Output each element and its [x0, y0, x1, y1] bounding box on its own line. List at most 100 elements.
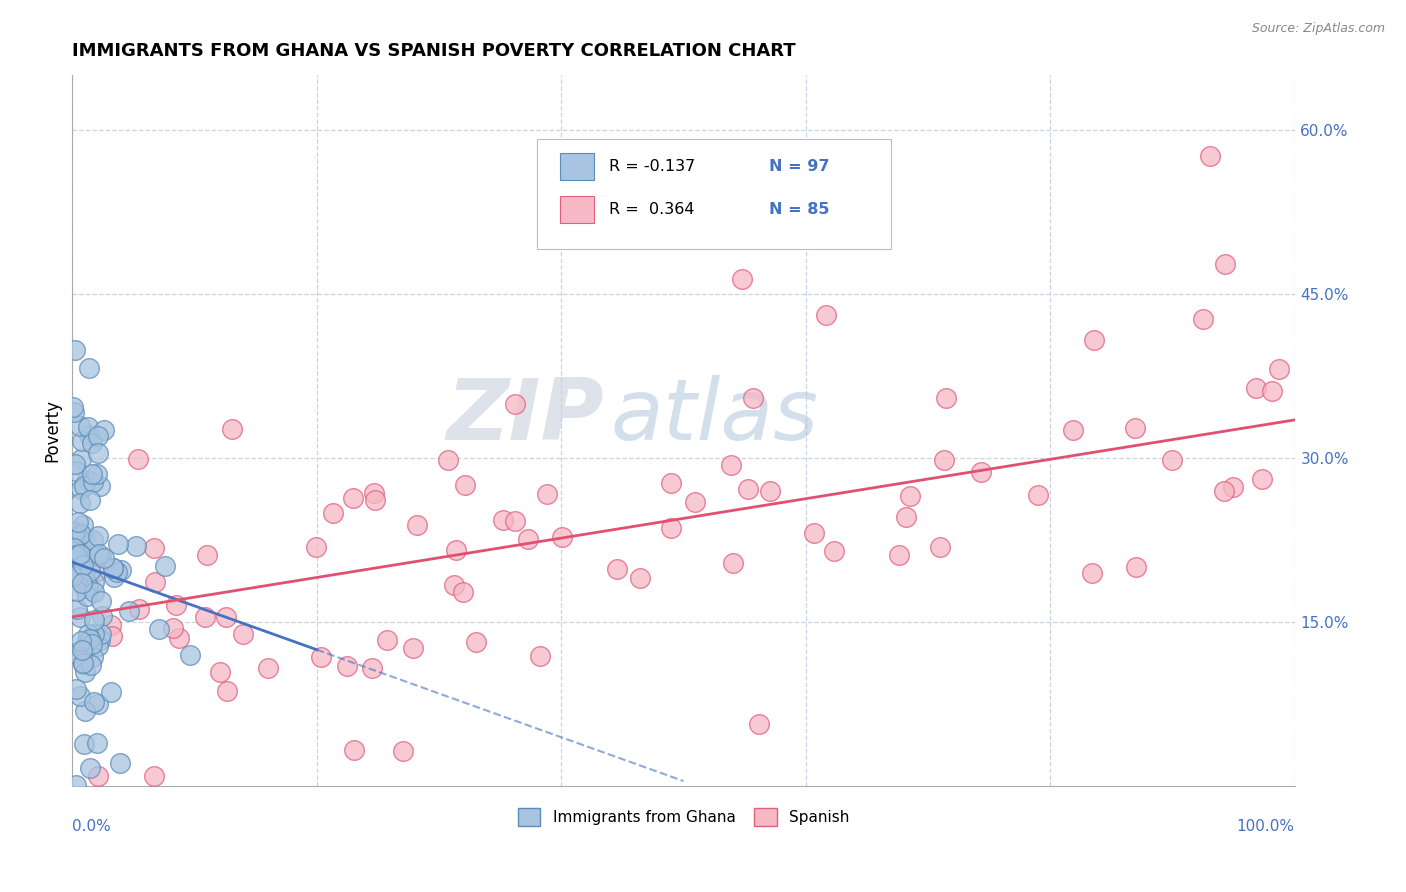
Point: [363, 493, 385, 508]
Point: [89, 478, 111, 492]
Point: [336, 659, 359, 673]
Point: [685, 495, 707, 509]
Point: [100, 685, 122, 699]
Point: [77, 361, 100, 376]
Point: [721, 556, 744, 570]
Point: [143, 768, 166, 782]
Point: [179, 648, 201, 663]
Point: [894, 510, 917, 524]
Point: [87, 529, 110, 543]
Point: [443, 578, 465, 592]
Point: [93, 423, 115, 437]
Point: [505, 397, 527, 411]
Point: [215, 684, 238, 698]
Point: [322, 506, 344, 520]
Point: [87, 768, 110, 782]
Point: [82, 650, 104, 665]
Point: [79, 564, 101, 578]
Point: [67, 515, 90, 529]
Point: [108, 756, 131, 770]
Point: [118, 604, 141, 618]
Point: [1268, 362, 1291, 376]
Point: [89, 593, 111, 607]
Point: [65, 682, 87, 697]
Point: [87, 428, 110, 442]
Point: [517, 533, 540, 547]
Text: IMMIGRANTS FROM GHANA VS SPANISH POVERTY CORRELATION CHART: IMMIGRANTS FROM GHANA VS SPANISH POVERTY…: [72, 42, 796, 60]
Point: [80, 637, 103, 651]
Point: [737, 482, 759, 496]
Point: [73, 737, 96, 751]
Point: [86, 639, 108, 653]
Point: [391, 744, 413, 758]
Point: [63, 457, 86, 471]
Text: R = -0.137: R = -0.137: [609, 160, 695, 175]
Bar: [560, 196, 595, 223]
Point: [405, 517, 427, 532]
Point: [970, 466, 993, 480]
Point: [1244, 381, 1267, 395]
Point: [659, 475, 682, 490]
Point: [125, 539, 148, 553]
Bar: [560, 153, 595, 180]
Point: [100, 618, 122, 632]
Point: [83, 695, 105, 709]
Point: [305, 541, 328, 555]
Point: [67, 570, 90, 584]
Point: [107, 537, 129, 551]
Point: [731, 272, 754, 286]
Point: [1028, 488, 1050, 502]
Point: [76, 589, 98, 603]
Point: [80, 435, 103, 450]
Point: [232, 626, 254, 640]
Point: [128, 602, 150, 616]
Point: [155, 559, 177, 574]
Point: [402, 641, 425, 656]
Point: [446, 543, 468, 558]
Point: [492, 513, 515, 527]
Point: [63, 343, 86, 357]
Text: N = 85: N = 85: [769, 202, 830, 217]
Point: [86, 467, 108, 482]
Point: [1250, 472, 1272, 486]
Point: [66, 531, 89, 545]
Point: [101, 561, 124, 575]
Point: [342, 491, 364, 505]
Point: [76, 473, 98, 487]
Point: [363, 486, 385, 500]
Point: [1161, 453, 1184, 467]
Point: [1199, 149, 1222, 163]
Point: [65, 778, 87, 792]
Point: [167, 631, 190, 645]
Point: [1123, 421, 1146, 435]
Point: [70, 452, 93, 467]
Point: [73, 572, 96, 586]
Point: [70, 434, 93, 449]
Point: [83, 613, 105, 627]
Point: [103, 569, 125, 583]
Point: [90, 609, 112, 624]
Point: [77, 428, 100, 442]
Point: [194, 609, 217, 624]
Point: [311, 650, 333, 665]
Point: [70, 643, 93, 657]
Point: [83, 575, 105, 590]
Point: [110, 563, 132, 577]
Point: [86, 549, 108, 563]
Point: [1213, 483, 1236, 498]
Point: [82, 475, 104, 490]
Point: [73, 665, 96, 679]
Point: [72, 657, 94, 671]
Point: [79, 492, 101, 507]
Point: [66, 602, 89, 616]
Point: [898, 489, 921, 503]
Point: [453, 477, 475, 491]
Point: [606, 562, 628, 576]
Point: [101, 561, 124, 575]
Point: [451, 585, 474, 599]
Point: [759, 484, 782, 499]
Text: 100.0%: 100.0%: [1237, 819, 1295, 833]
Point: [66, 541, 89, 555]
Y-axis label: Poverty: Poverty: [44, 400, 60, 462]
Point: [720, 458, 742, 473]
